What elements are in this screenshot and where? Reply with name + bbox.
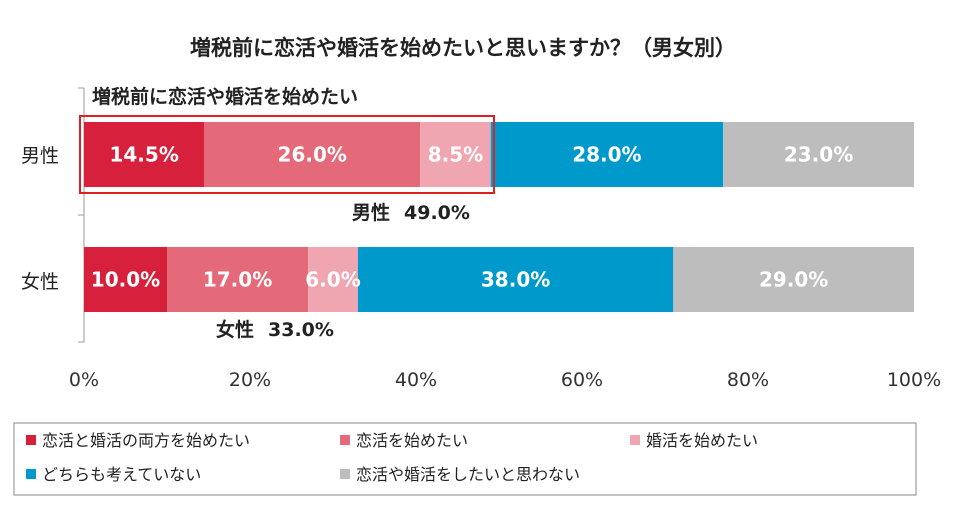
data-label: 28.0% <box>572 143 641 167</box>
data-label: 23.0% <box>784 143 853 167</box>
legend-label: 婚活を始めたい <box>646 431 758 450</box>
legend-label: 恋活を始めたい <box>356 431 468 450</box>
legend-swatch <box>26 469 36 479</box>
x-tick-label: 20% <box>229 369 271 391</box>
legend-label: 恋活と婚活の両方を始めたい <box>42 431 250 450</box>
data-label: 10.0% <box>91 268 160 292</box>
data-label: 17.0% <box>203 268 272 292</box>
x-tick-label: 60% <box>561 369 603 391</box>
legend-swatch <box>340 469 350 479</box>
category-label-male: 男性 <box>21 145 59 167</box>
legend <box>13 422 917 496</box>
total-label-male: 男性 49.0% <box>352 201 470 224</box>
legend-swatch <box>630 435 640 445</box>
data-label: 6.0% <box>305 268 360 292</box>
bar-segment <box>308 247 358 312</box>
bar-segment <box>723 122 914 187</box>
total-category-female: 女性 <box>216 318 254 341</box>
bar-segment <box>420 122 491 187</box>
category-label-female: 女性 <box>21 271 59 293</box>
legend-label: どちらも考えていない <box>42 465 201 484</box>
highlight-label: 増税前に恋活や婚活を始めたい <box>92 85 358 108</box>
legend-label: 恋活や婚活をしたいと思わない <box>356 465 580 484</box>
chart-title: 増税前に恋活や婚活を始めたいと思いますか？（男女別） <box>190 36 736 60</box>
bar-segment <box>357 247 674 312</box>
data-label: 14.5% <box>109 143 178 167</box>
plot-area: 14.5% 26.0% 8.5% 28.0% 23.0% 10.0% 17.0% 6.0% 38… <box>78 87 914 343</box>
total-value-female: 33.0% <box>268 319 334 341</box>
bar-segment <box>490 122 724 187</box>
legend-swatch <box>26 435 36 445</box>
bar-segment <box>84 122 205 187</box>
x-tick-label: 40% <box>395 369 437 391</box>
total-category-male: 男性 <box>352 201 390 224</box>
total-label-female: 女性 33.0% <box>216 318 334 341</box>
bar-segment <box>84 247 167 312</box>
data-label: 38.0% <box>481 268 550 292</box>
x-tick-label: 100% <box>887 369 941 391</box>
data-label: 29.0% <box>759 268 828 292</box>
bar-segment <box>167 247 309 312</box>
total-value-male: 49.0% <box>404 202 470 224</box>
x-tick-label: 80% <box>727 369 769 391</box>
x-tick-label: 0% <box>69 369 99 391</box>
legend-swatch <box>340 435 350 445</box>
data-label: 26.0% <box>278 143 347 167</box>
data-label: 8.5% <box>428 143 483 167</box>
bar-segment <box>204 122 421 187</box>
bar-segment <box>673 247 914 312</box>
highlight-box <box>79 115 495 194</box>
